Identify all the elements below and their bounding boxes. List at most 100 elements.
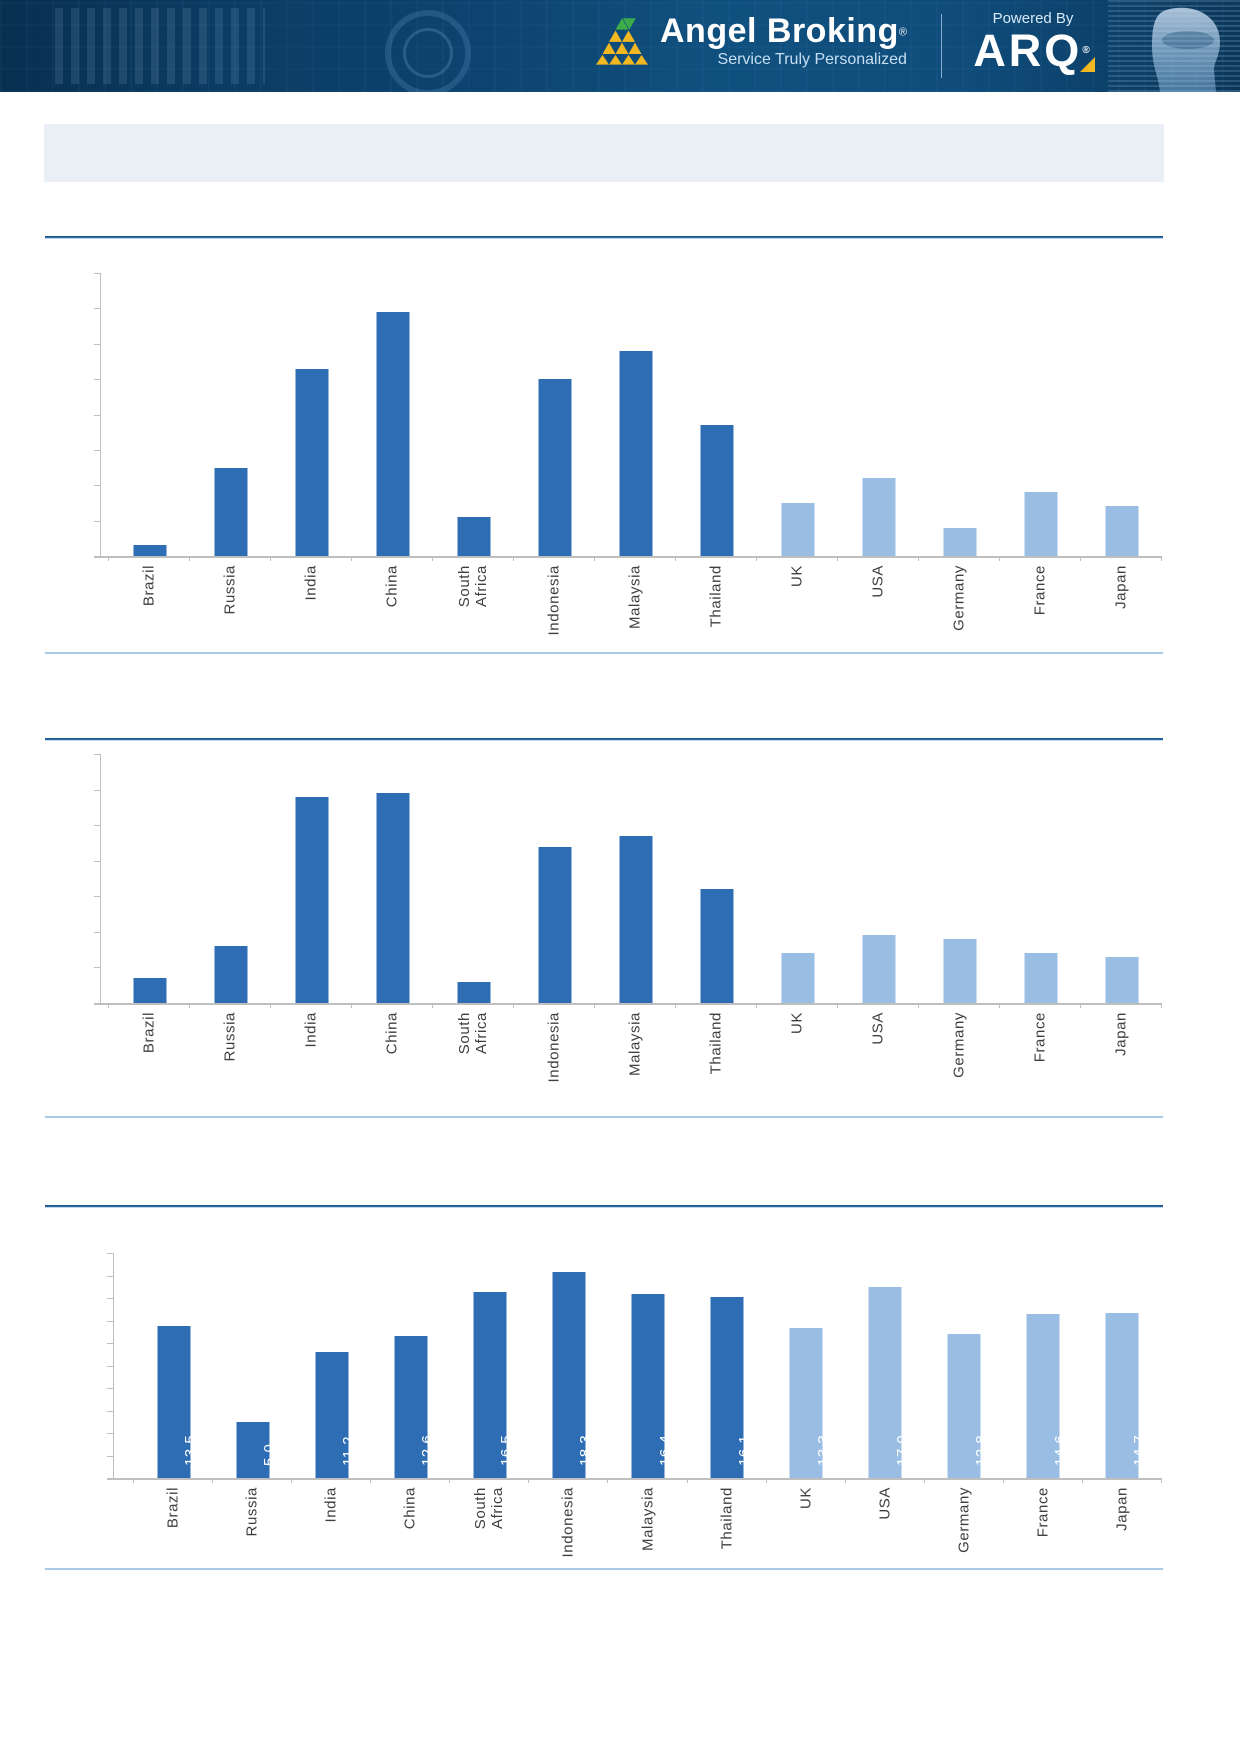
label-cell-india: India [270, 556, 351, 652]
category-label-france: France [1031, 565, 1049, 616]
y-axis-tick [107, 1275, 113, 1277]
category-label-china: China [383, 1012, 401, 1055]
bar-cell-germany [919, 273, 1000, 556]
powered-by-label: Powered By [992, 10, 1074, 27]
label-cell-france: France [1000, 556, 1081, 652]
bars-row [101, 754, 1162, 1003]
title-band [44, 124, 1164, 182]
x-axis-tick [844, 1478, 846, 1483]
header-divider [941, 14, 942, 78]
chart-3-plot-area: 13.5 5.0 11.2 12.6 16.5 18.3 16.4 16.1 13.3 17.0 1… [107, 1253, 1162, 1483]
x-axis-tick [370, 1478, 372, 1483]
x-axis-tick [1081, 1478, 1083, 1483]
brand-name: Angel Broking [660, 12, 899, 50]
x-axis-tick [837, 556, 838, 561]
bar-cell-south-africa: 16.5 [450, 1253, 529, 1478]
brand-tagline: Service Truly Personalized [717, 51, 907, 68]
bar-thailand: 16.1 [710, 1296, 753, 1478]
category-label-russia: Russia [221, 565, 239, 615]
label-cell-india: India [270, 1003, 351, 1116]
x-axis-tick [675, 1003, 676, 1008]
category-label-malaysia: Malaysia [626, 1012, 644, 1076]
head-silhouette-icon [1152, 7, 1220, 92]
y-axis-tick [94, 273, 100, 274]
bar-cell-uk: 13.3 [767, 1253, 846, 1478]
x-axis-tick [432, 1003, 433, 1008]
category-label-uk: UK [797, 1487, 815, 1510]
x-axis-tick [999, 1003, 1000, 1008]
category-label-india: India [302, 565, 320, 601]
label-cell-malaysia: Malaysia [594, 1003, 675, 1116]
label-cell-thailand: Thailand [676, 1003, 757, 1116]
x-axis-ticks [113, 1478, 1162, 1484]
y-axis-tick [94, 414, 100, 416]
x-axis-tick [918, 1003, 919, 1008]
x-axis-tick [270, 556, 271, 561]
value-label-uk: 13.3 [814, 1434, 832, 1466]
bar-cell-japan: 14.7 [1083, 1253, 1162, 1478]
category-label-russia: Russia [221, 1012, 239, 1062]
category-label-japan: Japan [1112, 565, 1130, 609]
y-axis-tick [94, 449, 100, 451]
category-label-indonesia: Indonesia [545, 1012, 563, 1083]
label-cell-japan: Japan [1081, 1003, 1162, 1116]
category-labels-row: Brazil Russia India China South Africa Indone… [100, 1003, 1162, 1116]
x-axis-tick [108, 556, 109, 561]
bar-india [295, 796, 328, 1003]
bar-cell-indonesia [514, 754, 595, 1003]
bar-france [1024, 953, 1057, 1003]
category-label-india: India [302, 1012, 320, 1048]
bar-cell-brazil: 13.5 [134, 1253, 213, 1478]
bar-chart-1: Brazil Russia India China South Africa Indone… [94, 273, 1162, 652]
label-cell-usa: USA [838, 1003, 919, 1116]
bar-south-africa [457, 981, 490, 1003]
brand-text: Angel Broking® Service Truly Personalize… [660, 13, 907, 69]
bars-row: 13.5 5.0 11.2 12.6 16.5 18.3 16.4 16.1 13.3 17.0 1… [114, 1253, 1162, 1478]
bar-south-africa: 16.5 [473, 1292, 515, 1478]
bar-malaysia [619, 350, 652, 556]
value-label-russia: 5.0 [261, 1443, 279, 1466]
angel-broking-pyramid-icon [596, 18, 648, 65]
x-axis-tick [837, 1003, 838, 1008]
y-axis-tick [94, 789, 100, 791]
barcode-texture [55, 8, 265, 84]
bar-cell-japan [1081, 754, 1162, 1003]
y-axis-tick [107, 1253, 113, 1254]
label-cell-uk: UK [766, 1478, 845, 1568]
arq-logo: ARQ® [973, 25, 1095, 76]
x-axis-tick [1161, 556, 1162, 561]
brand-block: Angel Broking® Service Truly Personalize… [596, 12, 907, 70]
label-cell-brazil: Brazil [108, 556, 189, 652]
arq-logo-text: ARQ [973, 25, 1083, 76]
x-axis-tick [108, 1003, 109, 1008]
category-label-thailand: Thailand [707, 565, 725, 628]
section-1-top-rule [45, 236, 1163, 239]
x-axis-tick [189, 556, 190, 561]
x-axis-tick [607, 1478, 609, 1483]
decorative-circle-inner [403, 28, 453, 78]
label-cell-germany: Germany [919, 1003, 1000, 1116]
bar-cell-china: 12.6 [371, 1253, 450, 1478]
category-label-france: France [1031, 1012, 1049, 1063]
header-banner: Angel Broking® Service Truly Personalize… [0, 0, 1240, 92]
label-cell-russia: Russia [189, 1003, 270, 1116]
bar-germany [943, 938, 976, 1003]
label-cell-france: France [1000, 1003, 1081, 1116]
x-axis-tick [686, 1478, 688, 1483]
bar-cell-thailand: 16.1 [688, 1253, 767, 1478]
x-axis-tick [432, 556, 433, 561]
category-label-china: China [383, 565, 401, 608]
bar-uk [781, 502, 814, 556]
y-axis-tick [107, 1298, 113, 1299]
bar-cell-china [352, 273, 433, 556]
bar-thailand [700, 425, 733, 556]
bar-usa: 17.0 [868, 1286, 911, 1478]
bar-chart-2: Brazil Russia India China South Africa Indone… [94, 754, 1162, 1116]
value-label-india: 11.2 [340, 1435, 358, 1466]
label-cell-russia: Russia [189, 556, 270, 652]
bar-cell-india: 11.2 [292, 1253, 371, 1478]
label-cell-france: France [1004, 1478, 1083, 1568]
bar-usa [862, 478, 895, 556]
y-axis-tick [94, 825, 100, 827]
